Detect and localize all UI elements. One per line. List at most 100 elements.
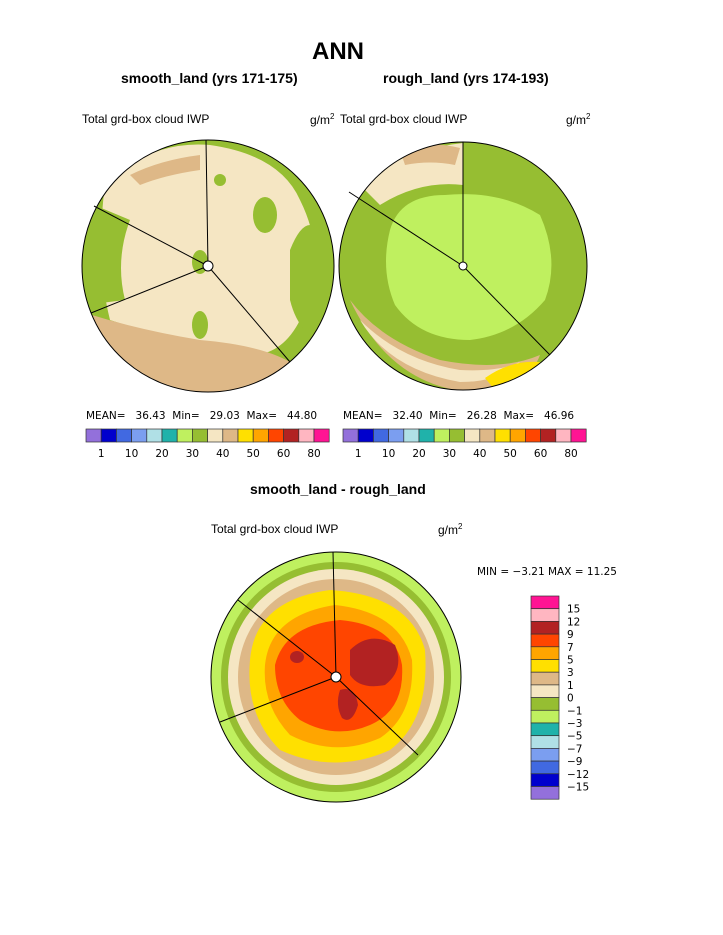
colorbar-box	[342, 428, 359, 443]
panel3-units: g/m2	[438, 522, 462, 537]
colorbar-tick-label: 9	[567, 629, 574, 641]
colorbar-box	[146, 428, 163, 443]
colorbar-tick-label: 1	[355, 448, 362, 460]
meridian-line	[237, 599, 337, 678]
max-value: 44.80	[287, 410, 318, 422]
colorbar-box	[313, 428, 330, 443]
meridian-line	[219, 676, 337, 723]
contour-fill	[253, 197, 277, 233]
colorbar-tick-label: 50	[504, 448, 517, 460]
figure-title: ANN	[312, 38, 364, 65]
contour-fill	[350, 638, 399, 687]
panel3-variable: Total grd-box cloud IWP	[211, 522, 339, 536]
colorbar-box	[222, 428, 239, 443]
colorbar-box	[131, 428, 148, 443]
colorbar-box	[192, 428, 208, 443]
panel2-frame	[338, 141, 588, 391]
colorbar-tick-label: 30	[186, 448, 199, 460]
colorbar-box	[530, 722, 560, 737]
panel2-units: g/m2	[566, 112, 590, 127]
colorbar-tick-label: 60	[277, 448, 290, 460]
colorbar-box	[479, 428, 496, 443]
colorbar-box	[530, 773, 560, 787]
colorbar-box	[464, 428, 481, 443]
meridian-line	[462, 265, 551, 356]
plot-boundary	[81, 139, 335, 393]
colorbar-box	[530, 786, 560, 800]
contour-fill	[290, 225, 330, 340]
colorbar-box	[555, 428, 572, 443]
panel2-title: rough_land (yrs 174-193)	[383, 70, 549, 86]
colorbar-tick-label: −3	[567, 718, 582, 730]
max-label: Max=	[503, 410, 535, 422]
colorbar-tick-label: −7	[567, 743, 582, 755]
meridian-line	[90, 265, 209, 314]
pole-marker	[202, 260, 214, 272]
meridian-line	[332, 551, 337, 678]
contour-fill	[386, 194, 552, 340]
colorbar-tick-label: 30	[443, 448, 456, 460]
colorbar-tick-label: 1	[98, 448, 105, 460]
colorbar-box	[403, 428, 420, 443]
mean-label: MEAN=	[86, 410, 126, 422]
pole-marker	[458, 261, 468, 271]
colorbar-box	[298, 428, 315, 443]
colorbar-tick-label: 40	[216, 448, 229, 460]
colorbar-box	[176, 428, 193, 443]
colorbar-box	[509, 428, 526, 443]
colorbar-box	[540, 428, 557, 443]
panel1-frame	[81, 139, 335, 393]
min-value: 29.03	[209, 410, 240, 422]
colorbar-tick-label: 80	[307, 448, 320, 460]
colorbar-box	[570, 428, 587, 443]
colorbar-tick-label: 60	[534, 448, 547, 460]
contour-fill	[290, 651, 304, 663]
plot-boundary	[210, 551, 462, 803]
colorbar-tick-label: −12	[567, 769, 589, 781]
panel3-title: smooth_land - rough_land	[250, 481, 426, 497]
units-text: g/m	[438, 523, 459, 537]
colorbar-box	[418, 428, 435, 443]
units-text: g/m	[310, 113, 331, 127]
panel1-variable: Total grd-box cloud IWP	[82, 112, 210, 126]
colorbar-tick-label: 15	[567, 604, 580, 616]
meridian-line	[93, 205, 209, 267]
colorbar-box	[268, 428, 284, 443]
panel2-field	[339, 142, 587, 390]
colorbar-box	[373, 428, 389, 443]
panel3-stats: MIN = −3.21 MAX = 11.25	[477, 566, 617, 578]
colorbar-box	[116, 428, 132, 443]
contour-fill	[130, 155, 200, 185]
colorbar-box	[357, 428, 374, 443]
colorbar-tick-label: 5	[567, 655, 574, 667]
colorbar-tick-label: 40	[473, 448, 486, 460]
panel1-title: smooth_land (yrs 171-175)	[121, 70, 298, 86]
colorbar-box	[530, 608, 560, 622]
colorbar-box	[530, 735, 560, 749]
colorbar-box	[530, 684, 560, 698]
mean-value: 36.43	[135, 410, 166, 422]
colorbar-tick-label: 12	[567, 616, 580, 628]
colorbar-box	[530, 659, 560, 673]
colorbar-tick-label: 20	[155, 448, 168, 460]
contour-fill	[214, 174, 226, 186]
units-sup: 2	[458, 522, 463, 531]
panel1-stats: MEAN= 36.43 Min= 29.03 Max= 44.80	[86, 410, 317, 422]
colorbar-box	[530, 633, 560, 648]
colorbar-box	[494, 428, 511, 443]
colorbar-box	[530, 760, 560, 775]
colorbars: 1 10 20 30 40 50 60 80 1 10 20 30 40 50 60 801512975310…	[85, 428, 589, 800]
meridian-line	[335, 676, 419, 756]
mean-value: 32.40	[392, 410, 423, 422]
colorbar-box	[388, 428, 405, 443]
colorbar-box	[530, 748, 560, 762]
colorbar-tick-label: 20	[412, 448, 425, 460]
colorbar-box	[530, 709, 560, 724]
colorbar-tick-label: −15	[567, 782, 589, 794]
panel2-stats: MEAN= 32.40 Min= 26.28 Max= 46.96	[343, 410, 574, 422]
meridian-line	[207, 265, 291, 363]
colorbar-tick-label: 1	[567, 680, 574, 692]
colorbar-box	[252, 428, 269, 443]
max-value: 46.96	[544, 410, 575, 422]
